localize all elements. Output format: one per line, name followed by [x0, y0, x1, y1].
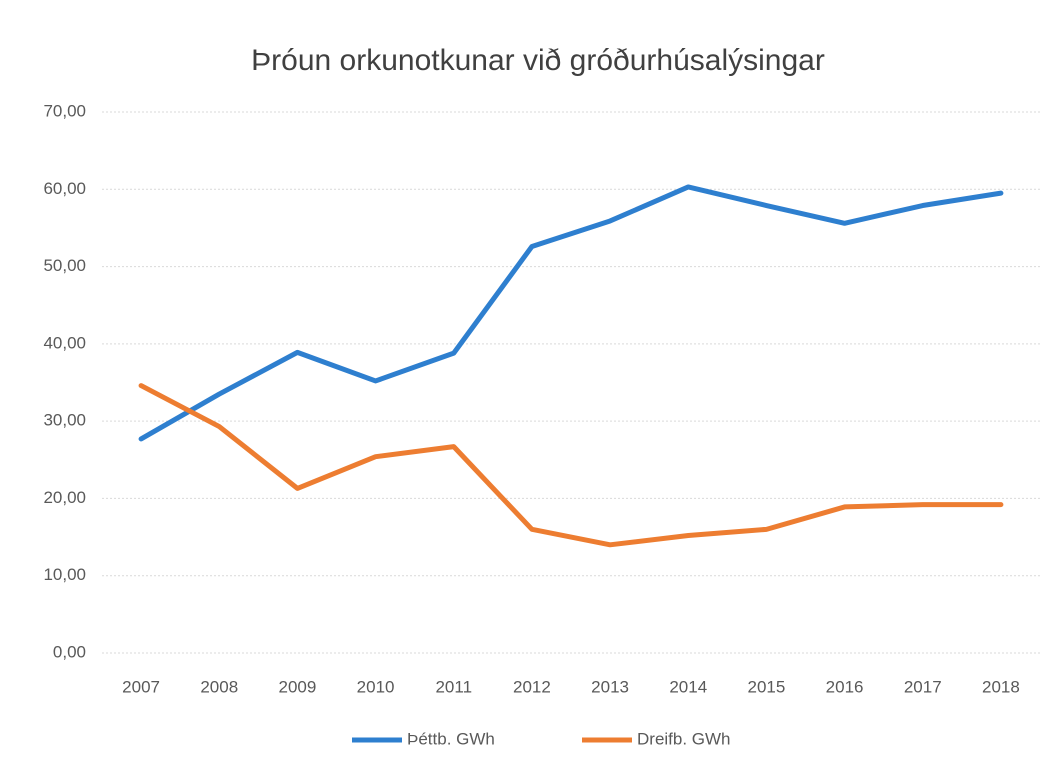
y-tick-label: 40,00: [43, 333, 86, 352]
x-tick-label: 2008: [200, 677, 238, 696]
x-tick-label: 2016: [826, 677, 864, 696]
x-tick-label: 2012: [513, 677, 551, 696]
x-tick-label: 2018: [982, 677, 1020, 696]
data-line: [138, 383, 1004, 548]
x-tick-label: 2011: [435, 677, 472, 696]
x-tick-label: 2013: [591, 677, 629, 696]
x-tick-label: 2009: [279, 677, 317, 696]
legend-label: Þéttb. GWh: [407, 729, 495, 748]
y-tick-label: 10,00: [43, 565, 86, 584]
chart-title: Þróun orkunotkunar við gróðurhúsalýsinga…: [251, 44, 825, 77]
x-tick-label: 2015: [748, 677, 786, 696]
y-tick-label: 30,00: [43, 411, 86, 430]
legend-label: Dreifb. GWh: [637, 729, 731, 748]
data-line: [138, 184, 1004, 442]
y-tick-label: 20,00: [43, 488, 86, 507]
y-tick-label: 70,00: [43, 101, 86, 120]
x-tick-label: 2017: [904, 677, 942, 696]
y-tick-label: 60,00: [43, 179, 86, 198]
x-tick-label: 2014: [669, 677, 707, 696]
y-tick-label: 50,00: [43, 256, 86, 275]
x-tick-label: 2010: [357, 677, 395, 696]
x-tick-label: 2007: [122, 677, 160, 696]
y-tick-label: 0,00: [53, 642, 86, 661]
